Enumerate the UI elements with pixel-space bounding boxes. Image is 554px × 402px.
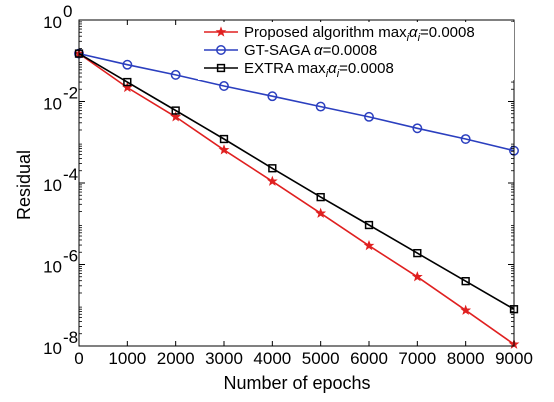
series-3-point-2	[123, 77, 132, 87]
legend-label-part: =0.0008	[323, 42, 378, 59]
legend-swatch-marker	[216, 63, 226, 73]
legend-label-part: i	[418, 32, 421, 44]
series-3-point-6	[316, 192, 325, 202]
legend-label-part: EXTRA max	[244, 60, 326, 77]
y-tick-base: 10	[43, 176, 62, 195]
y-tick-exponent: -6	[63, 247, 78, 266]
x-tick-label: 8000	[447, 349, 485, 368]
legend-swatch-marker	[215, 26, 227, 37]
legend-label-part: =0.0008	[339, 60, 394, 77]
series-2-point-4	[219, 81, 229, 91]
y-axis-title: Residual	[14, 150, 34, 220]
series-3-point-9	[461, 277, 470, 286]
x-tick-label: 1000	[108, 349, 146, 368]
series-1-point-9	[460, 304, 472, 315]
series-3-point-5	[268, 164, 277, 173]
y-tick-exponent: 0	[63, 2, 72, 21]
legend-entry-3: EXTRA maxiαi=0.0008	[204, 60, 394, 80]
series-3-point-4	[219, 134, 229, 144]
legend-label-part: α	[409, 24, 418, 41]
x-tick-label: 6000	[350, 349, 388, 368]
legend: Proposed algorithm maxiαi=0.0008GT-SAGA …	[198, 22, 514, 80]
series-2-point-6	[315, 101, 326, 112]
x-tick-label: 4000	[253, 349, 291, 368]
series-2-point-2	[122, 59, 133, 70]
y-tick-label: 10-2	[43, 84, 78, 114]
y-tick-exponent: -2	[63, 84, 78, 103]
legend-entry-1: Proposed algorithm maxiαi=0.0008	[204, 24, 475, 44]
y-tick-label: 10-6	[43, 247, 78, 277]
x-tick-label: 9000	[495, 349, 533, 368]
series-1-point-7	[363, 239, 375, 251]
y-tick-base: 10	[43, 258, 62, 277]
series-3-point-8	[413, 248, 422, 258]
legend-label-part: i	[337, 68, 340, 80]
series-3-line	[78, 52, 515, 310]
series-2-point-7	[364, 111, 374, 122]
series-3-point-3	[171, 106, 180, 115]
series-2-point-3	[170, 69, 181, 80]
series-layer	[73, 47, 520, 349]
series-2-point-8	[412, 123, 423, 134]
y-tick-base: 10	[43, 95, 62, 114]
legend-label: EXTRA maxiαi=0.0008	[244, 60, 394, 80]
y-tick-label: 10-4	[43, 165, 78, 195]
series-1-point-3	[170, 111, 182, 122]
series-2	[74, 48, 519, 156]
legend-box	[198, 22, 514, 80]
series-2-point-5	[267, 91, 278, 102]
ticks-layer: 0 1000 2000 3000 4000 5000 6000 7000 8000 9000100…	[43, 2, 533, 368]
x-axis-title: Number of epochs	[223, 373, 370, 393]
legend-label-part: GT-SAGA	[244, 42, 314, 59]
x-tick-label: 7000	[398, 349, 436, 368]
legend-label-part: i	[407, 32, 410, 44]
y-tick-exponent: -4	[63, 165, 78, 184]
legend-label-part: =0.0008	[420, 24, 475, 41]
legend-label: Proposed algorithm maxiαi=0.0008	[244, 24, 475, 44]
y-tick-label: 100	[43, 2, 72, 32]
legend-label-part: Proposed algorithm max	[244, 24, 407, 41]
legend-label-part: i	[326, 68, 329, 80]
y-tick-base: 10	[43, 339, 62, 358]
series-1-point-4	[218, 144, 230, 155]
legend-swatch-marker	[216, 45, 226, 55]
x-tick-label: 5000	[302, 349, 340, 368]
legend-label-part: α	[314, 42, 323, 59]
legend-entry-2: GT-SAGA α=0.0008	[204, 42, 377, 59]
y-tick-base: 10	[43, 13, 62, 32]
y-tick-label: 10-8	[43, 328, 78, 358]
x-tick-label: 2000	[157, 349, 195, 368]
series-1-point-6	[315, 207, 327, 218]
legend-label-part: α	[328, 60, 337, 77]
series-3-point-7	[364, 220, 374, 230]
series-2-line	[78, 52, 515, 152]
x-tick-label: 0	[74, 349, 83, 368]
x-tick-label: 3000	[205, 349, 243, 368]
series-1-point-8	[411, 271, 423, 282]
series-1-line	[78, 52, 515, 345]
series-1-point-5	[266, 175, 278, 186]
legend-label: GT-SAGA α=0.0008	[244, 42, 377, 59]
y-tick-exponent: -8	[63, 328, 78, 347]
series-2-point-9	[460, 134, 471, 144]
